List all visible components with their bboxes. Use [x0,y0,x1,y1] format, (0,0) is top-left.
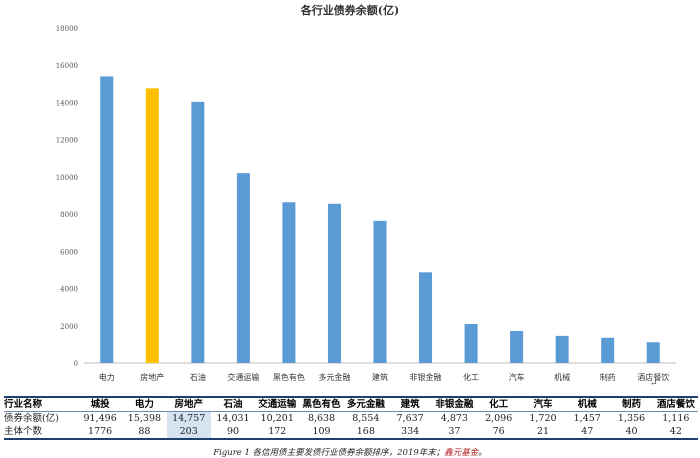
table-cell: 1776 [78,425,123,440]
table-cell: 88 [122,425,167,440]
bar [601,337,615,363]
table-cell: 1,720 [529,413,557,424]
caption-suffix: 。 [478,448,487,458]
table-cell: 7,637 [396,413,424,424]
table-cell: 4,873 [440,413,468,424]
x-tick-label: 黑色有色 [273,372,305,382]
table-header-cell: 行业名称 [4,397,78,412]
table-cell: 40 [609,425,654,440]
table-header-cell: 非银金融 [432,397,477,412]
table-cell: 14,757 [166,411,211,425]
y-tick-label: 18000 [56,25,78,33]
table-header-cell: 石油 [210,397,256,412]
table-cell: 76 [476,425,521,440]
bar [419,272,433,363]
x-tick-label: 机械 [554,372,570,382]
table-cell: 47 [565,425,610,440]
table-row: 债券余额(亿) 91,496 15,398 14,757 14,031 10,201 8,6… [4,411,698,425]
bar [191,101,205,364]
bar [282,202,296,363]
table-cell: 334 [387,425,433,440]
table-cell: 14,031 [216,413,250,424]
bars [100,76,660,364]
x-tick-label: 汽车 [509,372,525,382]
table-cell: 203 [166,425,211,440]
x-tick-label: 制药 [600,372,616,382]
x-tick-label: 建筑 [372,372,388,382]
x-axis-labels: 电力 房地产 石油 交通运输 黑色有色 多元金融 建筑 非银金融 化工 汽车 机械 制药 酒店餐饮 [99,372,669,382]
table-cell: 债券余额(亿) [4,413,59,424]
table-row: 主体个数 1776 88 203 90 172 109 168 334 37 76 21 47 40 42 [4,425,698,440]
table-header-cell: 汽车 [520,397,566,412]
table-cell: 主体个数 [4,425,78,440]
table-header-cell: 机械 [565,397,610,412]
table-cell: 21 [520,425,566,440]
data-table: 行业名称 城投 电力 房地产 石油 交通运输 黑色有色 多元金融 建筑 非银金融 化工 汽车 机械 制药酒… [4,396,698,440]
y-tick-label: 0 [74,360,78,368]
table-header-cell: 电力 [122,397,167,412]
figure-caption: Figure 1 各信用债主要发债行业债券余额排序，2019年末；鑫元基金。 [0,446,700,458]
return-mark: ↵ [650,379,658,389]
table-header-cell: 黑色有色 [299,397,344,412]
table-cell: 172 [255,425,300,440]
caption-prefix: Figure 1 各信用债主要发债行业债券余额排序，2019年末； [213,448,445,458]
table-header-cell: 多元金融 [343,397,388,412]
caption-source: 鑫元基金 [444,448,479,458]
y-axis: 0 2000 4000 6000 8000 10000 12000 14000 16000 180… [56,25,78,368]
table-header-cell: 交通运输 [255,397,300,412]
bar [555,335,569,363]
table-cell: 168 [343,425,388,440]
bar [373,220,387,363]
chart-title: 各行业债券余额(亿) [300,3,399,17]
table-header-cell: 建筑 [387,397,433,412]
y-tick-label: 14000 [56,99,78,107]
table-cell: 109 [299,425,344,440]
bar-chart: 各行业债券余额(亿) 0 2000 4000 6000 8000 10000 12000 14… [56,3,676,382]
table-header-cell: 房地产 [166,397,211,412]
table-cell: 15,398 [127,413,162,424]
x-tick-label: 房地产 [140,372,164,382]
bar [236,173,250,363]
x-tick-label: 化工 [463,372,479,382]
table-cell: 1,356 [617,413,646,424]
y-tick-label: 2000 [60,323,78,331]
table-header-cell: 制药 [609,397,654,412]
y-tick-label: 8000 [60,211,78,219]
x-tick-label: 多元金融 [318,372,350,382]
table-header-row: 行业名称 城投 电力 房地产 石油 交通运输 黑色有色 多元金融 建筑 非银金融 化工 汽车 机械 制药酒… [4,397,698,412]
table-header-cell: 化工 [476,397,521,412]
x-tick-label: 交通运输 [227,372,259,382]
table-cell: 37 [432,425,477,440]
table-cell: 10,201 [260,413,294,424]
x-tick-label: 非银金融 [410,372,442,382]
table-cell: 1,116 [662,413,690,424]
x-tick-label: 石油 [190,372,206,382]
y-tick-label: 12000 [56,137,78,145]
y-tick-label: 16000 [56,62,78,70]
bar [510,330,524,363]
x-tick-label: 酒店餐饮 [637,372,669,382]
table-cell: 91,496 [83,413,117,424]
table-cell: 8,554 [352,413,380,424]
bar [464,323,478,363]
table-header-cell: 酒店餐饮 [653,397,698,412]
x-tick-label: 电力 [99,372,115,382]
table-cell: 2,096 [485,413,513,424]
bar [100,76,114,363]
table-header-cell: 城投 [78,397,123,412]
y-tick-label: 10000 [56,174,78,182]
y-tick-label: 6000 [60,248,78,256]
bar [145,88,159,363]
bar [646,342,660,363]
table-cell: 42 [653,425,698,440]
table-cell: 8,638 [307,413,336,424]
y-tick-label: 4000 [60,286,78,294]
table-cell: 90 [210,425,256,440]
table-cell: 1,457 [573,413,601,424]
bar [327,203,341,363]
